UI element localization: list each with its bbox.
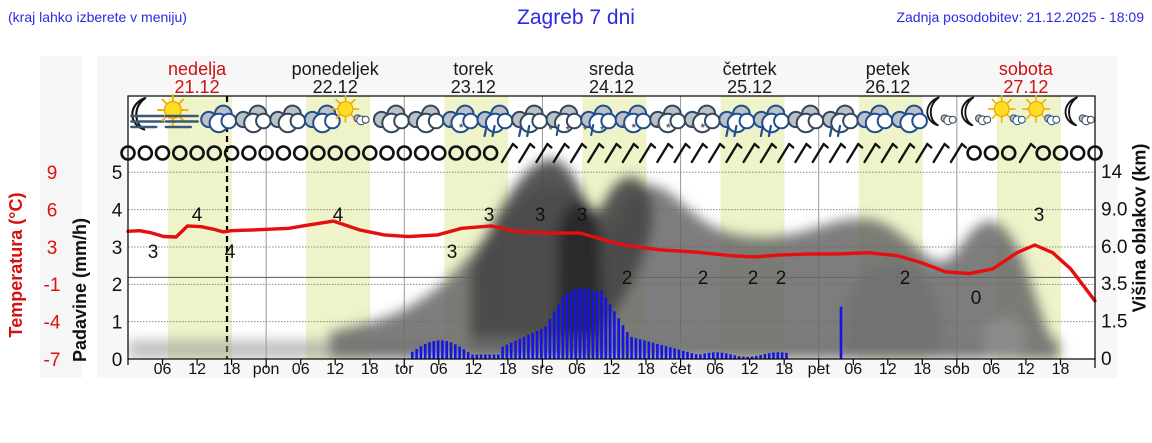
svg-text:06: 06 [154, 361, 172, 378]
svg-text:12: 12 [465, 361, 483, 378]
svg-text:12: 12 [1017, 361, 1035, 378]
svg-text:06: 06 [983, 361, 1001, 378]
svg-text:18: 18 [223, 361, 241, 378]
svg-text:18: 18 [775, 361, 793, 378]
svg-text:sre: sre [531, 361, 553, 378]
svg-text:18: 18 [1052, 361, 1070, 378]
svg-text:tor: tor [395, 361, 414, 378]
svg-text:06: 06 [844, 361, 862, 378]
svg-text:18: 18 [637, 361, 655, 378]
svg-text:18: 18 [499, 361, 517, 378]
svg-text:čet: čet [670, 361, 692, 378]
svg-text:06: 06 [706, 361, 724, 378]
svg-text:06: 06 [430, 361, 448, 378]
svg-text:12: 12 [741, 361, 759, 378]
svg-text:18: 18 [913, 361, 931, 378]
svg-text:12: 12 [603, 361, 621, 378]
svg-text:06: 06 [568, 361, 586, 378]
svg-text:pon: pon [253, 361, 280, 378]
svg-text:pet: pet [808, 361, 831, 378]
svg-text:06: 06 [292, 361, 310, 378]
svg-text:18: 18 [361, 361, 379, 378]
svg-text:12: 12 [879, 361, 897, 378]
svg-text:sob: sob [944, 361, 970, 378]
svg-text:12: 12 [188, 361, 206, 378]
svg-text:12: 12 [326, 361, 344, 378]
